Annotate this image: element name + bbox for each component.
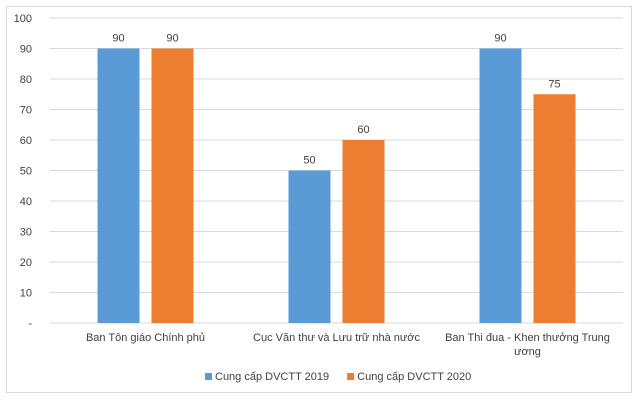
data-label: 90	[166, 33, 178, 45]
x-category-label: Ban Thi đua - Khen thưởng Trung ương	[445, 332, 610, 358]
x-category-label-line: ương	[514, 346, 541, 358]
y-tick-label: 90	[20, 44, 32, 56]
data-label: 90	[112, 33, 124, 45]
x-axis-category-labels: Ban Tôn giáo Chính phủ Cục Văn thư và Lưu…	[86, 332, 610, 358]
x-category-label-line: Ban Thi đua - Khen thưởng Trung	[445, 332, 610, 344]
x-category-label-line: Ban Tôn giáo Chính phủ	[86, 332, 205, 344]
bar	[151, 48, 194, 323]
data-labels: 90 90 50 60 90 75	[112, 33, 560, 167]
y-tick-label: 50	[20, 166, 32, 178]
data-label: 50	[303, 155, 315, 167]
gridlines	[50, 17, 623, 324]
y-tick-label: 10	[20, 288, 32, 300]
bar	[533, 94, 576, 323]
y-axis-tick-labels: - 10 20 30 40 50 60 70 80 90 100	[14, 13, 33, 330]
x-category-label-line: Cục Văn thư và Lưu trữ nhà nước	[253, 332, 420, 344]
y-tick-label: 100	[14, 13, 32, 25]
legend-swatch	[205, 373, 212, 380]
data-label: 60	[357, 124, 369, 136]
y-tick-label: 20	[20, 257, 32, 269]
y-tick-label: 70	[20, 105, 32, 117]
x-category-label: Ban Tôn giáo Chính phủ	[86, 332, 205, 344]
data-label: 75	[548, 78, 560, 90]
bars	[97, 48, 576, 323]
y-tick-label: 80	[20, 74, 32, 86]
legend-label: Cung cấp DVCTT 2019	[215, 371, 329, 383]
bar	[479, 48, 522, 323]
y-tick-label: -	[28, 318, 32, 330]
bar	[342, 140, 385, 323]
y-tick-label: 60	[20, 135, 32, 147]
legend: Cung cấp DVCTT 2019 Cung cấp DVCTT 2020	[205, 371, 471, 383]
y-tick-label: 40	[20, 196, 32, 208]
legend-swatch	[347, 373, 355, 380]
x-category-label: Cục Văn thư và Lưu trữ nhà nước	[253, 332, 420, 344]
legend-label: Cung cấp DVCTT 2020	[357, 371, 471, 383]
bar	[97, 48, 140, 323]
bar	[288, 170, 331, 323]
y-tick-label: 30	[20, 227, 32, 239]
data-label: 90	[494, 33, 506, 45]
